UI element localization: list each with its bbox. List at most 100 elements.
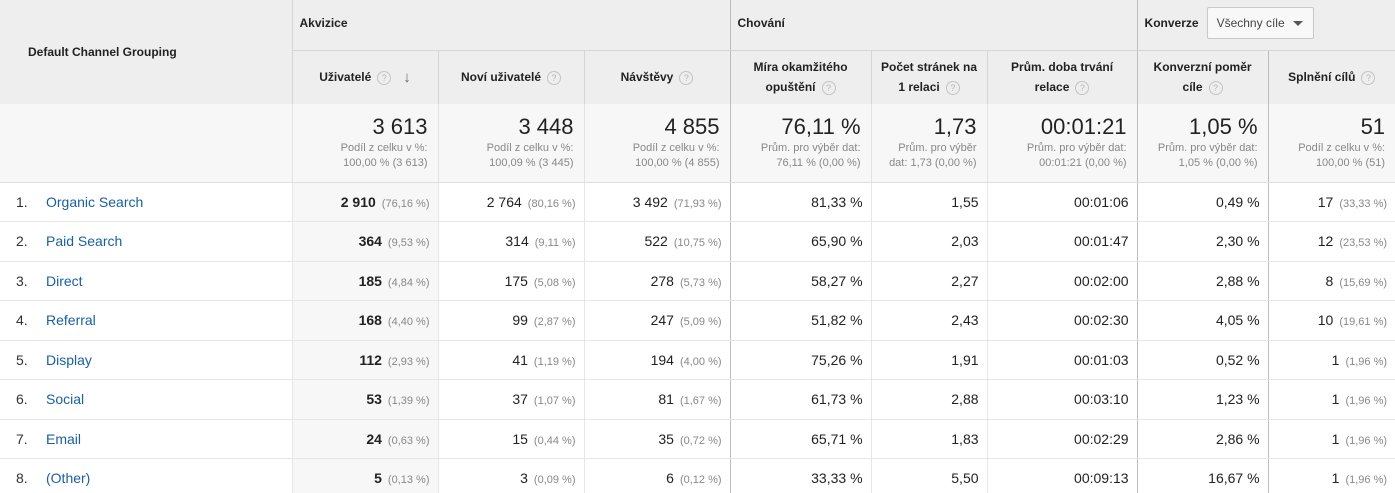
conversion-rate-cell: 2,88 %	[1136, 261, 1269, 301]
channel-link[interactable]: Direct	[46, 272, 83, 289]
conversion-rate-cell: 1,23 %	[1136, 379, 1269, 420]
group-behavior: Chování	[729, 0, 1138, 51]
table-row: 1. Organic Search 2 910 (76,16 %) 2 764 (80…	[0, 182, 1395, 222]
row-index: 3.	[16, 272, 28, 289]
avg-duration-cell: 00:02:29	[986, 419, 1138, 459]
channel-link[interactable]: (Other)	[46, 470, 91, 487]
goal-select-value: Všechny cíle	[1216, 16, 1285, 30]
channel-cell: 1. Organic Search	[0, 182, 292, 222]
avg-duration-cell: 00:01:06	[986, 182, 1138, 222]
table-row: 3. Direct 185 (4,84 %) 175 (5,08 %) 278 (5,7…	[0, 261, 1395, 301]
users-cell: 364 (9,53 %)	[291, 221, 438, 262]
bounce-rate-cell: 75,26 %	[729, 340, 872, 380]
row-index: 8.	[16, 470, 28, 487]
users-cell: 112 (2,93 %)	[291, 340, 438, 380]
bounce-rate-cell: 51,82 %	[729, 300, 872, 341]
col-header-users[interactable]: Uživatelé? ↓	[291, 50, 438, 104]
total-sessions: 4 855 Podíl z celku v %: 100,00 % (4 855)	[583, 104, 731, 183]
new-users-cell: 2 764 (80,16 %)	[437, 182, 584, 222]
col-header-sessions[interactable]: Návštěvy?	[583, 50, 731, 104]
total-new-users: 3 448 Podíl z celku v %: 100,09 % (3 445)	[437, 104, 584, 183]
sessions-cell: 247 (5,09 %)	[583, 300, 731, 341]
col-header-bounce-rate[interactable]: Míra okamžitého opuštění?	[729, 50, 872, 104]
table-row: 6. Social 53 (1,39 %) 37 (1,07 %) 81 (1,67 %…	[0, 379, 1395, 420]
channel-link[interactable]: Referral	[46, 312, 96, 329]
conversions-label: Konverze	[1144, 16, 1199, 30]
dimension-header[interactable]: Default Channel Grouping	[0, 0, 292, 104]
help-icon[interactable]: ?	[1075, 81, 1090, 96]
help-icon[interactable]: ?	[1361, 71, 1376, 86]
total-users: 3 613 Podíl z celku v %: 100,00 % (3 613)	[291, 104, 438, 183]
users-cell: 53 (1,39 %)	[291, 379, 438, 420]
table-row: 5. Display 112 (2,93 %) 41 (1,19 %) 194 (4,0…	[0, 340, 1395, 380]
help-icon[interactable]: ?	[377, 70, 392, 85]
new-users-cell: 175 (5,08 %)	[437, 261, 584, 301]
channel-cell: 4. Referral	[0, 300, 292, 341]
conversion-rate-cell: 2,86 %	[1136, 419, 1269, 459]
sessions-cell: 522 (10,75 %)	[583, 221, 731, 262]
conversion-rate-cell: 16,67 %	[1136, 458, 1269, 493]
new-users-cell: 15 (0,44 %)	[437, 419, 584, 459]
channel-link[interactable]: Paid Search	[46, 233, 123, 250]
table-row: 8. (Other) 5 (0,13 %) 3 (0,09 %) 6 (0,12 %) …	[0, 458, 1395, 493]
row-index: 2.	[16, 233, 28, 250]
col-header-new-users[interactable]: Noví uživatelé?	[437, 50, 584, 104]
help-icon[interactable]: ?	[1208, 81, 1223, 96]
group-acquisition: Akvizice	[291, 0, 731, 51]
sessions-cell: 35 (0,72 %)	[583, 419, 731, 459]
goal-completions-cell: 12 (23,53 %)	[1267, 221, 1395, 262]
avg-duration-cell: 00:09:13	[986, 458, 1138, 493]
conversion-rate-cell: 4,05 %	[1136, 300, 1269, 341]
help-icon[interactable]: ?	[945, 81, 960, 96]
help-icon[interactable]: ?	[547, 71, 562, 86]
users-cell: 24 (0,63 %)	[291, 419, 438, 459]
goal-select-dropdown[interactable]: Všechny cíle	[1206, 7, 1314, 39]
goal-completions-cell: 10 (19,61 %)	[1267, 300, 1395, 341]
col-header-pages-per-session[interactable]: Počet stránek na 1 relaci?	[870, 50, 988, 104]
row-index: 4.	[16, 312, 28, 329]
channel-cell: 3. Direct	[0, 261, 292, 301]
goal-completions-cell: 1 (1,96 %)	[1267, 379, 1395, 420]
sort-down-icon[interactable]: ↓	[403, 68, 411, 86]
bounce-rate-cell: 33,33 %	[729, 458, 872, 493]
caret-down-icon	[1292, 20, 1303, 26]
totals-row: 3 613 Podíl z celku v %: 100,00 % (3 613) …	[0, 104, 1395, 183]
goal-completions-cell: 1 (1,96 %)	[1267, 419, 1395, 459]
avg-duration-cell: 00:01:03	[986, 340, 1138, 380]
total-goal-completions: 51 Podíl z celku v %: 100,00 % (51)	[1267, 104, 1395, 183]
users-cell: 2 910 (76,16 %)	[291, 182, 438, 222]
conversion-rate-cell: 0,52 %	[1136, 340, 1269, 380]
sessions-cell: 6 (0,12 %)	[583, 458, 731, 493]
channel-link[interactable]: Organic Search	[46, 193, 144, 210]
row-index: 7.	[16, 430, 28, 447]
bounce-rate-cell: 58,27 %	[729, 261, 872, 301]
avg-duration-cell: 00:01:47	[986, 221, 1138, 262]
new-users-cell: 41 (1,19 %)	[437, 340, 584, 380]
pages-per-session-cell: 2,43	[870, 300, 988, 341]
pages-per-session-cell: 2,03	[870, 221, 988, 262]
sessions-cell: 81 (1,67 %)	[583, 379, 731, 420]
goal-completions-cell: 17 (33,33 %)	[1267, 182, 1395, 222]
help-icon[interactable]: ?	[821, 81, 836, 96]
channel-link[interactable]: Social	[46, 391, 85, 408]
avg-duration-cell: 00:02:30	[986, 300, 1138, 341]
channel-cell: 7. Email	[0, 419, 292, 459]
help-icon[interactable]: ?	[679, 71, 694, 86]
sessions-cell: 3 492 (71,93 %)	[583, 182, 731, 222]
col-header-goal-completions[interactable]: Splnění cílů?	[1267, 50, 1395, 104]
total-conversion-rate: 1,05 % Prům. pro výběr dat: 1,05 % (0,00 %…	[1136, 104, 1269, 183]
sessions-cell: 278 (5,73 %)	[583, 261, 731, 301]
users-cell: 185 (4,84 %)	[291, 261, 438, 301]
channel-link[interactable]: Email	[46, 430, 82, 447]
channel-cell: 2. Paid Search	[0, 221, 292, 262]
pages-per-session-cell: 2,27	[870, 261, 988, 301]
conversion-rate-cell: 2,30 %	[1136, 221, 1269, 262]
table-row: 2. Paid Search 364 (9,53 %) 314 (9,11 %) 52…	[0, 221, 1395, 262]
col-header-avg-duration[interactable]: Prům. doba trvání relace?	[986, 50, 1138, 104]
col-header-conversion-rate[interactable]: Konverzní poměr cíle?	[1136, 50, 1269, 104]
row-index: 6.	[16, 391, 28, 408]
sessions-cell: 194 (4,00 %)	[583, 340, 731, 380]
channel-link[interactable]: Display	[46, 351, 92, 368]
total-avg-duration: 00:01:21 Prům. pro výběr dat: 00:01:21 (0,…	[986, 104, 1138, 183]
